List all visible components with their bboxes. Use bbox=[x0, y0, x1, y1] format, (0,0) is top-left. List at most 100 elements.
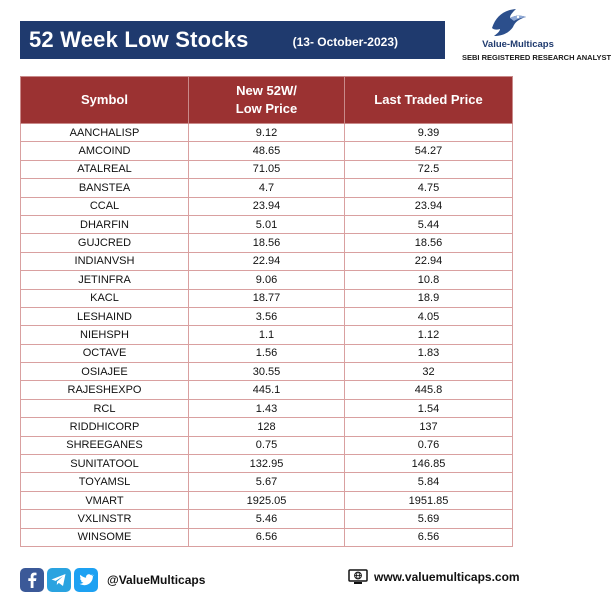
cell-symbol: DHARFIN bbox=[20, 214, 189, 235]
twitter-icon[interactable] bbox=[74, 568, 98, 592]
cell-low-price: 22.94 bbox=[188, 251, 345, 272]
table-row: RAJESHEXPO 445.1 445.8 bbox=[20, 380, 513, 400]
table-row: JETINFRA 9.06 10.8 bbox=[20, 270, 513, 290]
table-row: BANSTEA 4.7 4.75 bbox=[20, 178, 513, 198]
table-row: VXLINSTR 5.46 5.69 bbox=[20, 509, 513, 529]
column-header-low-price: New 52W/ Low Price bbox=[188, 76, 345, 124]
cell-symbol: OCTAVE bbox=[20, 343, 189, 364]
table-row: OCTAVE 1.56 1.83 bbox=[20, 343, 513, 364]
table-row: TOYAMSL 5.67 5.84 bbox=[20, 472, 513, 492]
cell-low-price: 128 bbox=[188, 417, 345, 437]
eagle-icon bbox=[492, 9, 526, 36]
cell-last-price: 5.69 bbox=[344, 509, 513, 529]
cell-symbol: KACL bbox=[20, 288, 189, 308]
cell-low-price: 5.67 bbox=[188, 472, 345, 492]
table-row: WINSOME 6.56 6.56 bbox=[20, 527, 513, 547]
cell-symbol: BANSTEA bbox=[20, 178, 189, 198]
table-row: INDIANVSH 22.94 22.94 bbox=[20, 251, 513, 272]
cell-symbol: ATALREAL bbox=[20, 159, 189, 180]
cell-symbol: SHREEGANES bbox=[20, 435, 189, 456]
table-row: DHARFIN 5.01 5.44 bbox=[20, 214, 513, 235]
cell-low-price: 1.1 bbox=[188, 325, 345, 345]
page-title: 52 Week Low Stocks bbox=[29, 27, 249, 52]
brand-logo: Value-Multicaps SEBI REGISTERED RESEARCH… bbox=[460, 6, 612, 64]
cell-last-price: 9.39 bbox=[344, 122, 513, 143]
globe-icon bbox=[348, 569, 368, 584]
cell-symbol: GUJCRED bbox=[20, 233, 189, 253]
table-row: AANCHALISP 9.12 9.39 bbox=[20, 122, 513, 143]
cell-low-price: 48.65 bbox=[188, 141, 345, 161]
cell-last-price: 4.75 bbox=[344, 178, 513, 198]
website-url[interactable]: www.valuemulticaps.com bbox=[374, 570, 520, 584]
cell-low-price: 132.95 bbox=[188, 454, 345, 474]
cell-low-price: 71.05 bbox=[188, 159, 345, 180]
cell-low-price: 4.7 bbox=[188, 178, 345, 198]
cell-low-price: 1925.05 bbox=[188, 490, 345, 511]
cell-last-price: 6.56 bbox=[344, 527, 513, 547]
cell-last-price: 18.56 bbox=[344, 233, 513, 253]
cell-low-price: 9.06 bbox=[188, 270, 345, 290]
cell-last-price: 1951.85 bbox=[344, 490, 513, 511]
cell-last-price: 22.94 bbox=[344, 251, 513, 272]
cell-symbol: INDIANVSH bbox=[20, 251, 189, 272]
table-row: NIEHSPH 1.1 1.12 bbox=[20, 325, 513, 345]
cell-symbol: VMART bbox=[20, 490, 189, 511]
cell-symbol: AMCOIND bbox=[20, 141, 189, 161]
table-row: ATALREAL 71.05 72.5 bbox=[20, 159, 513, 180]
cell-symbol: VXLINSTR bbox=[20, 509, 189, 529]
table-row: LESHAIND 3.56 4.05 bbox=[20, 306, 513, 327]
brand-tagline: SEBI REGISTERED RESEARCH ANALYST bbox=[462, 53, 612, 62]
website-link[interactable]: www.valuemulticaps.com bbox=[348, 569, 520, 585]
cell-last-price: 1.12 bbox=[344, 325, 513, 345]
table-row: GUJCRED 18.56 18.56 bbox=[20, 233, 513, 253]
cell-last-price: 72.5 bbox=[344, 159, 513, 180]
cell-low-price: 3.56 bbox=[188, 306, 345, 327]
table-row: RCL 1.43 1.54 bbox=[20, 398, 513, 419]
stocks-table: Symbol New 52W/ Low Price Last Traded Pr… bbox=[20, 76, 513, 547]
telegram-icon[interactable] bbox=[47, 568, 71, 592]
cell-last-price: 5.44 bbox=[344, 214, 513, 235]
cell-low-price: 6.56 bbox=[188, 527, 345, 547]
column-header-last-price: Last Traded Price bbox=[344, 76, 513, 124]
cell-low-price: 18.77 bbox=[188, 288, 345, 308]
table-row: RIDDHICORP 128 137 bbox=[20, 417, 513, 437]
cell-symbol: SUNITATOOL bbox=[20, 454, 189, 474]
table-body: AANCHALISP 9.12 9.39 AMCOIND 48.65 54.27 ATALR… bbox=[20, 122, 513, 547]
cell-last-price: 1.83 bbox=[344, 343, 513, 364]
cell-last-price: 23.94 bbox=[344, 196, 513, 216]
social-handle[interactable]: @ValueMulticaps bbox=[107, 573, 206, 587]
cell-symbol: OSIAJEE bbox=[20, 362, 189, 382]
cell-symbol: AANCHALISP bbox=[20, 122, 189, 143]
cell-low-price: 0.75 bbox=[188, 435, 345, 456]
column-header-symbol: Symbol bbox=[20, 76, 189, 124]
cell-last-price: 18.9 bbox=[344, 288, 513, 308]
cell-last-price: 5.84 bbox=[344, 472, 513, 492]
cell-low-price: 1.43 bbox=[188, 398, 345, 419]
cell-low-price: 5.01 bbox=[188, 214, 345, 235]
facebook-icon[interactable] bbox=[20, 568, 44, 592]
cell-last-price: 146.85 bbox=[344, 454, 513, 474]
cell-last-price: 137 bbox=[344, 417, 513, 437]
table-row: SUNITATOOL 132.95 146.85 bbox=[20, 454, 513, 474]
cell-last-price: 54.27 bbox=[344, 141, 513, 161]
cell-low-price: 18.56 bbox=[188, 233, 345, 253]
table-row: SHREEGANES 0.75 0.76 bbox=[20, 435, 513, 456]
cell-last-price: 1.54 bbox=[344, 398, 513, 419]
cell-symbol: NIEHSPH bbox=[20, 325, 189, 345]
cell-symbol: LESHAIND bbox=[20, 306, 189, 327]
cell-symbol: JETINFRA bbox=[20, 270, 189, 290]
report-date: (13- October-2023) bbox=[292, 35, 398, 49]
cell-symbol: CCAL bbox=[20, 196, 189, 216]
table-row: VMART 1925.05 1951.85 bbox=[20, 490, 513, 511]
cell-symbol: RCL bbox=[20, 398, 189, 419]
cell-symbol: TOYAMSL bbox=[20, 472, 189, 492]
cell-last-price: 32 bbox=[344, 362, 513, 382]
cell-last-price: 10.8 bbox=[344, 270, 513, 290]
cell-low-price: 5.46 bbox=[188, 509, 345, 529]
cell-last-price: 0.76 bbox=[344, 435, 513, 456]
table-row: AMCOIND 48.65 54.27 bbox=[20, 141, 513, 161]
table-row: CCAL 23.94 23.94 bbox=[20, 196, 513, 216]
cell-low-price: 445.1 bbox=[188, 380, 345, 400]
cell-symbol: WINSOME bbox=[20, 527, 189, 547]
cell-low-price: 9.12 bbox=[188, 122, 345, 143]
